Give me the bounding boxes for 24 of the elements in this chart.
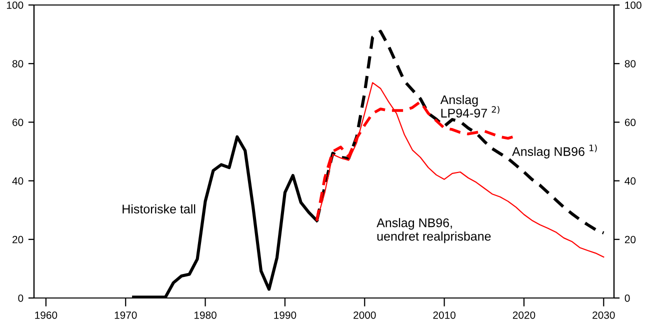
x-tick-label: 2030: [592, 311, 615, 319]
y2-tick-label: 80: [624, 60, 636, 68]
y2-tick-label: 100: [625, 2, 642, 9]
y-tick-label: 100: [7, 2, 24, 9]
y-tick-label: 20: [12, 236, 24, 244]
x-tick-label: 1980: [194, 311, 216, 319]
series-label: Anslag LP94-97 $^{2)}$: [440, 94, 500, 118]
y2-tick-label: 40: [624, 177, 636, 185]
y2-tick-label: 60: [624, 118, 636, 126]
series-label: Historiske tall: [122, 204, 196, 214]
y2-tick-label: 0: [624, 294, 630, 302]
y2-tick-label: 20: [624, 236, 636, 244]
x-tick-label: 2010: [433, 311, 456, 319]
x-tick-label: 2000: [354, 311, 376, 319]
x-tick-label: 2020: [512, 311, 536, 319]
series-label: Anslag NB96, uendret realprisbane: [376, 218, 491, 244]
y-tick-label: 80: [12, 60, 24, 68]
y-tick-label: 0: [18, 294, 24, 302]
y-tick-label: 60: [12, 118, 24, 126]
x-tick-label: 1960: [35, 311, 58, 319]
y-tick-label: 40: [12, 177, 24, 185]
x-tick-label: 1990: [274, 311, 296, 319]
series-label: Anslag NB96 $^{1)}$: [512, 144, 597, 158]
x-tick-label: 1970: [114, 311, 137, 319]
